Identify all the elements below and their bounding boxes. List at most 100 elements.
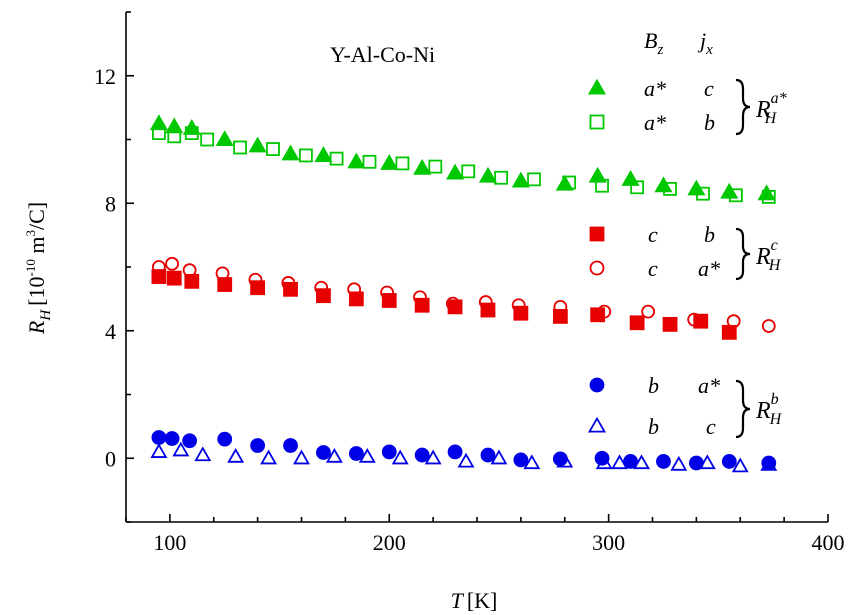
legend-row-3: c b	[648, 222, 715, 247]
data-point	[414, 447, 430, 463]
data-point	[641, 304, 656, 319]
x-ticks: 100 200 300 400	[125, 514, 845, 555]
data-point	[184, 273, 200, 289]
y-tick-label: 4	[105, 319, 116, 344]
legend-row-4-b: a*	[698, 256, 720, 281]
data-point	[215, 266, 230, 281]
legend-row-5-a: b	[648, 373, 659, 398]
data-point	[731, 457, 749, 473]
data-point	[150, 443, 168, 458]
data-point	[663, 182, 677, 196]
data-point	[511, 298, 526, 313]
data-point	[395, 156, 410, 171]
data-point	[325, 447, 343, 463]
legend-marker	[589, 226, 605, 242]
legend-row-5: b a*	[648, 373, 720, 398]
y-tick-label: 12	[94, 64, 116, 89]
legend-row-6-b: c	[706, 414, 716, 439]
legend-marker	[589, 114, 605, 130]
data-point	[414, 297, 430, 313]
data-point	[266, 142, 280, 156]
data-point	[165, 117, 184, 134]
legend-header-j: jx	[697, 28, 713, 58]
y-axis-unit-a: [10	[24, 276, 49, 305]
data-point	[490, 449, 508, 465]
data-point	[194, 446, 212, 462]
y-tick-label: 0	[105, 446, 116, 471]
legend-row-6-a: b	[648, 414, 659, 439]
brace-icon	[735, 78, 751, 136]
legend-row-4-a: c	[648, 256, 658, 281]
data-point	[182, 263, 197, 278]
legend-marker	[589, 260, 605, 276]
data-point	[250, 280, 266, 296]
data-point	[623, 454, 638, 469]
data-points	[149, 114, 778, 473]
data-point	[556, 452, 574, 468]
data-point	[167, 129, 182, 144]
data-point	[726, 314, 741, 329]
data-point	[513, 305, 529, 321]
data-point	[184, 126, 199, 141]
data-point	[447, 444, 463, 460]
y-axis-label: RH [10-10 m3/C]	[23, 202, 54, 335]
series-6	[150, 441, 778, 473]
legend-row-2-b: b	[704, 110, 715, 135]
data-point	[633, 454, 650, 470]
legend-row-2-a: a*	[644, 110, 666, 135]
data-point	[728, 188, 743, 203]
data-point	[347, 152, 366, 169]
y-axis-unit-c: /C]	[24, 202, 49, 230]
data-point	[217, 277, 233, 292]
data-point	[293, 449, 310, 465]
data-point	[316, 445, 331, 460]
data-point	[457, 452, 475, 468]
data-point	[656, 454, 671, 469]
data-point	[629, 315, 645, 331]
data-point	[215, 130, 234, 147]
legend-row-3-b: b	[704, 222, 715, 247]
data-point	[380, 285, 394, 300]
legend-row-1: a* c	[644, 76, 714, 101]
y-axis-symbol-sub: H	[38, 309, 54, 322]
data-point	[164, 431, 180, 446]
legend-row-2: a* b	[644, 110, 715, 135]
data-point	[478, 166, 497, 183]
data-point	[630, 180, 645, 195]
legend-header: Bz jx	[644, 28, 713, 58]
legend-row-1-a: a*	[644, 76, 666, 101]
data-point	[413, 290, 427, 305]
data-point	[761, 189, 776, 204]
data-point	[588, 166, 607, 183]
data-point	[248, 136, 267, 153]
data-point	[480, 447, 496, 463]
x-axis-symbol: T	[451, 588, 465, 613]
data-point	[445, 296, 460, 311]
data-point	[316, 288, 331, 304]
y-axis-unit-exp2: 3	[23, 230, 38, 237]
data-point	[172, 441, 190, 457]
data-point	[348, 446, 364, 461]
legend-row-1-b: c	[704, 76, 714, 101]
x-axis-label: T [K]	[451, 588, 498, 613]
data-point	[166, 270, 182, 286]
x-tick-label: 400	[812, 530, 845, 555]
legend-row-3-a: c	[648, 222, 658, 247]
data-point	[381, 293, 397, 308]
data-point	[757, 184, 776, 201]
x-tick-label: 300	[592, 530, 625, 555]
legend-marker	[589, 377, 605, 393]
data-point	[248, 272, 263, 287]
data-point	[590, 307, 606, 323]
data-point	[413, 158, 432, 175]
data-point	[611, 454, 629, 470]
plot-frame	[125, 12, 828, 523]
data-point	[670, 455, 688, 471]
data-point	[358, 447, 376, 463]
data-point	[461, 164, 476, 179]
brace-icon	[735, 379, 751, 439]
data-point	[281, 144, 300, 161]
data-point	[513, 452, 529, 468]
data-point	[250, 438, 266, 453]
brace-icon	[735, 227, 751, 281]
